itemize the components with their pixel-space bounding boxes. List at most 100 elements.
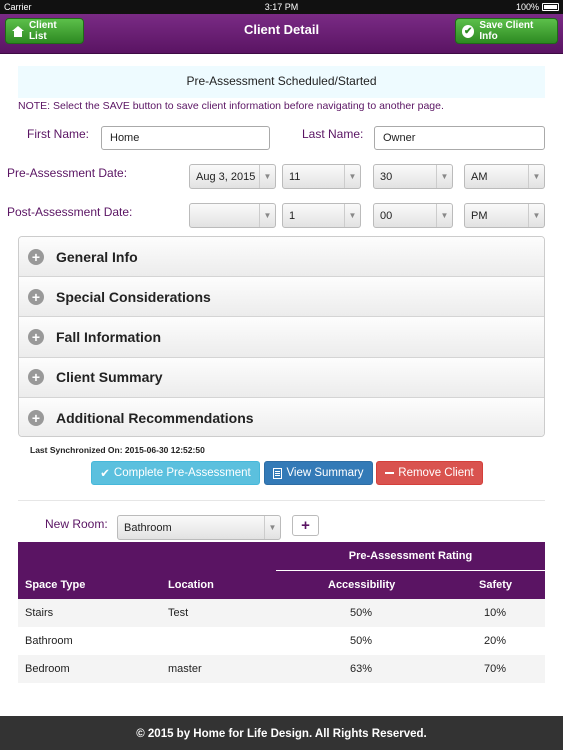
battery-icon xyxy=(542,3,559,11)
cell-location: Test xyxy=(168,607,189,619)
cell-space-type: Bedroom xyxy=(25,663,70,675)
pre-minute-value: 30 xyxy=(380,171,393,183)
chevron-down-icon: ▼ xyxy=(528,165,544,188)
chevron-down-icon: ▼ xyxy=(528,204,544,227)
section-label: Special Considerations xyxy=(56,288,211,305)
section-label: General Info xyxy=(56,248,138,265)
document-icon xyxy=(273,467,283,479)
view-summary-button[interactable]: View Summary xyxy=(264,461,373,485)
complete-label: Complete Pre-Assessment xyxy=(113,467,251,479)
client-list-button[interactable]: Client List xyxy=(5,18,84,44)
pre-ampm-select[interactable]: AM ▼ xyxy=(464,164,545,189)
section-client-summary[interactable]: + Client Summary xyxy=(19,357,544,398)
cell-safety: 20% xyxy=(484,635,507,647)
post-date-select[interactable]: ▼ xyxy=(189,203,276,228)
section-label: Additional Recommendations xyxy=(56,409,254,426)
cell-location: master xyxy=(168,663,202,675)
post-hour-select[interactable]: 1 ▼ xyxy=(282,203,361,228)
chevron-down-icon: ▼ xyxy=(259,165,275,188)
page-title: Client Detail xyxy=(243,22,320,37)
post-assessment-date-label: Post-Assessment Date: xyxy=(7,205,133,219)
client-list-label: Client List xyxy=(28,20,57,42)
column-header: Accessibility xyxy=(328,579,396,591)
new-room-value: Bathroom xyxy=(124,522,172,534)
section-additional-recommendations[interactable]: + Additional Recommendations xyxy=(19,397,544,436)
cell-accessibility: 50% xyxy=(350,635,373,647)
plus-circle-icon: + xyxy=(28,369,44,386)
home-icon xyxy=(12,25,24,37)
section-fall-information[interactable]: + Fall Information xyxy=(19,317,544,358)
carrier-label: Carrier xyxy=(4,2,32,12)
status-bar: Carrier 3:17 PM 100% xyxy=(0,0,563,14)
clock: 3:17 PM xyxy=(264,2,299,12)
chevron-down-icon: ▼ xyxy=(344,165,360,188)
first-name-input[interactable]: Home xyxy=(101,126,270,150)
complete-pre-assessment-button[interactable]: ✔ Complete Pre-Assessment xyxy=(91,461,260,485)
remove-client-button[interactable]: Remove Client xyxy=(376,461,483,485)
chevron-down-icon: ▼ xyxy=(344,204,360,227)
pre-date-value: Aug 3, 2015 xyxy=(196,171,256,183)
chevron-down-icon: ▼ xyxy=(264,516,280,539)
cell-accessibility: 63% xyxy=(350,663,373,675)
section-special-considerations[interactable]: + Special Considerations xyxy=(19,277,544,318)
new-room-label: New Room: xyxy=(45,517,108,531)
pre-minute-select[interactable]: 30 ▼ xyxy=(373,164,453,189)
pre-assessment-date-label: Pre-Assessment Date: xyxy=(7,166,128,180)
plus-circle-icon: + xyxy=(28,328,44,345)
section-general-info[interactable]: + General Info xyxy=(19,237,544,278)
table-row[interactable]: Bathroom 50% 20% xyxy=(18,627,545,655)
group-header-underline xyxy=(276,570,545,571)
battery-percent: 100% xyxy=(515,2,539,12)
table-header: Pre-Assessment Rating Space Type Locatio… xyxy=(18,542,545,599)
save-client-info-button[interactable]: ✔ Save Client Info xyxy=(455,18,558,44)
column-header: Location xyxy=(168,579,214,591)
save-client-info-label: Save Client Info xyxy=(479,20,534,42)
first-name-label: First Name: xyxy=(27,127,90,141)
chevron-down-icon: ▼ xyxy=(436,165,452,188)
view-label: View Summary xyxy=(286,467,364,479)
minus-icon xyxy=(385,472,395,474)
save-note: NOTE: Select the SAVE button to save cli… xyxy=(18,100,444,112)
post-hour-value: 1 xyxy=(289,210,296,222)
cell-space-type: Bathroom xyxy=(25,635,73,647)
add-room-button[interactable]: + xyxy=(292,515,319,536)
cell-space-type: Stairs xyxy=(25,607,54,619)
divider xyxy=(18,500,545,501)
pre-date-select[interactable]: Aug 3, 2015 ▼ xyxy=(189,164,276,189)
remove-label: Remove Client xyxy=(398,467,474,479)
pre-hour-select[interactable]: 11 ▼ xyxy=(282,164,361,189)
post-ampm-select[interactable]: PM ▼ xyxy=(464,203,545,228)
status-banner: Pre-Assessment Scheduled/Started xyxy=(18,66,545,98)
chevron-down-icon: ▼ xyxy=(259,204,275,227)
post-ampm-value: PM xyxy=(471,210,488,222)
check-circle-icon: ✔ xyxy=(462,24,475,38)
rooms-table: Pre-Assessment Rating Space Type Locatio… xyxy=(18,542,545,683)
table-body: Stairs Test 50% 10% Bathroom 50% 20% Bed… xyxy=(18,599,545,683)
table-row[interactable]: Stairs Test 50% 10% xyxy=(18,599,545,627)
last-name-input[interactable]: Owner xyxy=(374,126,545,150)
column-header: Safety xyxy=(479,579,513,591)
post-minute-select[interactable]: 00 ▼ xyxy=(373,203,453,228)
pre-hour-value: 11 xyxy=(289,171,301,183)
nav-bar: Client List Client Detail ✔ Save Client … xyxy=(0,14,563,54)
last-synchronized: Last Synchronized On: 2015-06-30 12:52:5… xyxy=(30,445,205,455)
plus-circle-icon: + xyxy=(28,288,44,305)
sections-accordion: + General Info + Special Considerations … xyxy=(18,236,545,437)
group-header: Pre-Assessment Rating xyxy=(348,550,473,562)
pre-ampm-value: AM xyxy=(471,171,488,183)
table-row[interactable]: Bedroom master 63% 70% xyxy=(18,655,545,683)
section-label: Client Summary xyxy=(56,369,163,386)
plus-circle-icon: + xyxy=(28,409,44,426)
cell-accessibility: 50% xyxy=(350,607,373,619)
cell-safety: 70% xyxy=(484,663,507,675)
post-minute-value: 00 xyxy=(380,210,393,222)
plus-circle-icon: + xyxy=(28,248,44,265)
plus-icon: + xyxy=(301,517,310,534)
check-icon: ✔ xyxy=(100,468,110,480)
cell-safety: 10% xyxy=(484,607,507,619)
new-room-select[interactable]: Bathroom ▼ xyxy=(117,515,281,540)
footer-copyright: © 2015 by Home for Life Design. All Righ… xyxy=(0,716,563,750)
column-header: Space Type xyxy=(25,579,86,591)
chevron-down-icon: ▼ xyxy=(436,204,452,227)
last-name-label: Last Name: xyxy=(302,127,364,141)
